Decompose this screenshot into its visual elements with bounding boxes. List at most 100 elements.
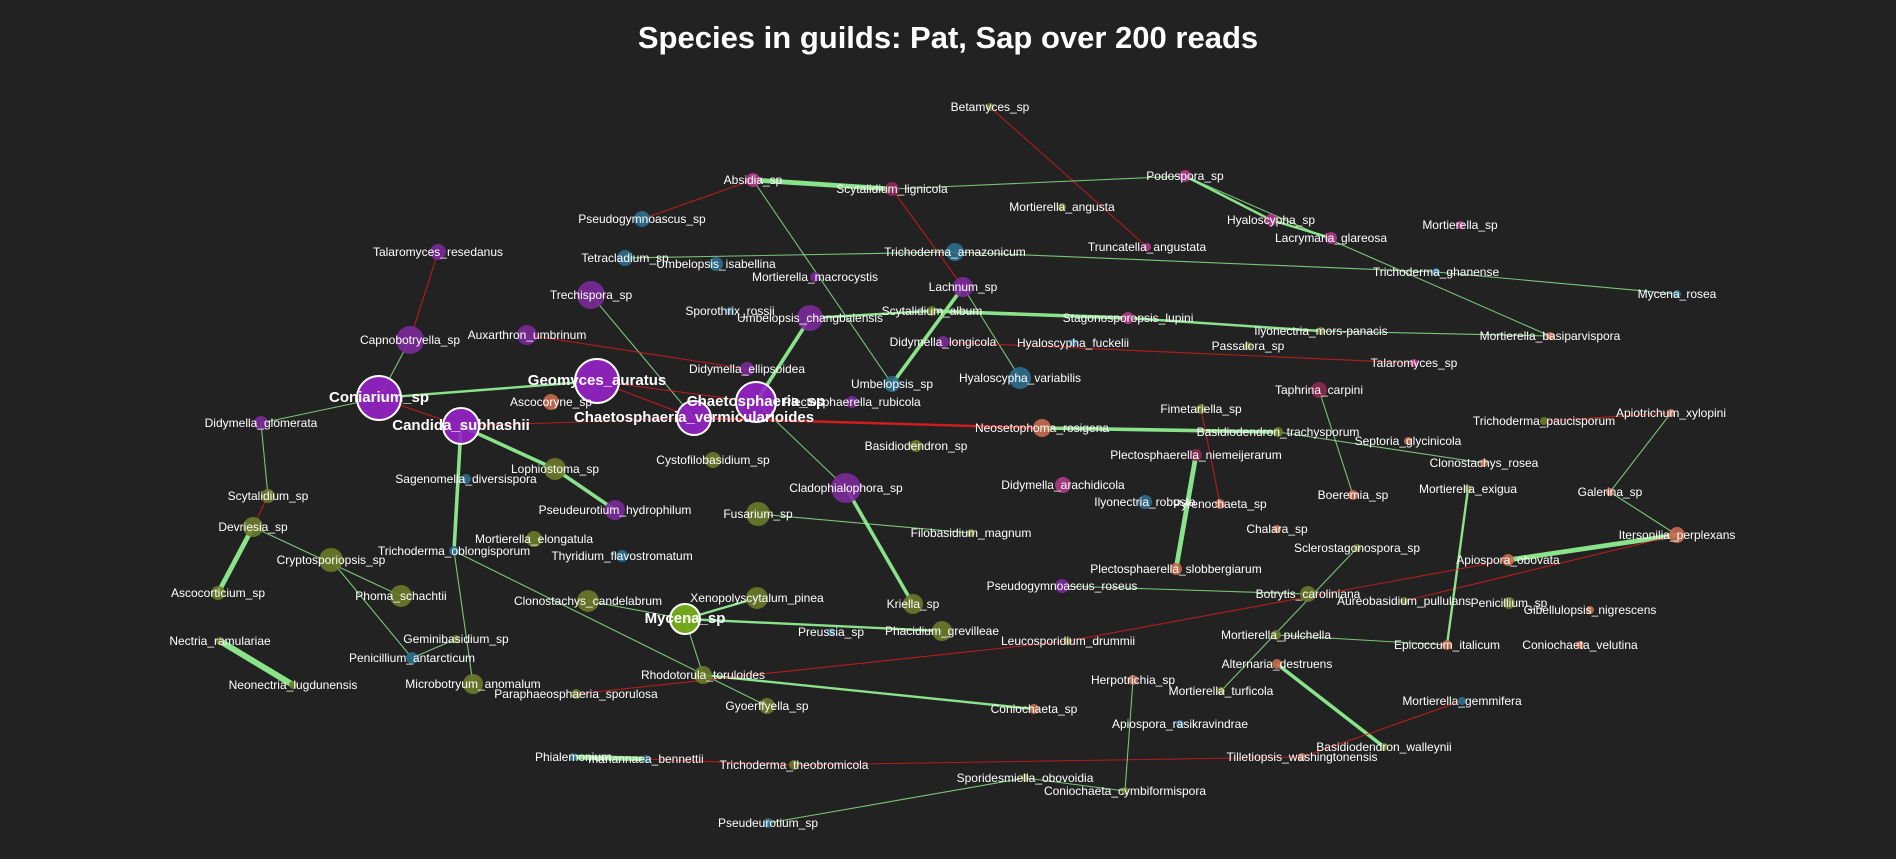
node-Umbelopsis_changbaiensis[interactable] — [797, 305, 823, 331]
node-Devriesia_sp[interactable] — [243, 517, 263, 537]
node-Hyaloscypha_variabilis[interactable] — [1009, 367, 1031, 389]
node-Neosetophoma_rosigena[interactable] — [1033, 419, 1051, 437]
node-Filobasidium_magnum[interactable] — [967, 529, 975, 537]
node-Cystofilobasidium_sp[interactable] — [705, 452, 721, 468]
node-Didymella_arachidicola[interactable] — [1055, 477, 1071, 493]
node-Chaetosphaeria_sp[interactable] — [735, 381, 777, 423]
node-Mortierella_pulchella[interactable] — [1271, 630, 1281, 640]
node-Coniarium_sp[interactable] — [356, 375, 402, 421]
node-Apiotrichum_xylopini[interactable] — [1667, 409, 1675, 417]
node-Galerina_sp[interactable] — [1606, 488, 1614, 496]
node-Scytalidium_sp[interactable] — [261, 489, 275, 503]
node-Kriella_sp[interactable] — [903, 594, 923, 614]
node-Didymella_ellipsoidea[interactable] — [740, 362, 754, 376]
node-Mortierella_sp[interactable] — [1456, 221, 1464, 229]
node-Hyaloscypha_sp[interactable] — [1265, 214, 1277, 226]
node-Leucosporidium_drummii[interactable] — [1064, 637, 1072, 645]
node-Penicillium_antarcticum[interactable] — [406, 652, 418, 664]
node-Pseudeurotium_hydrophilum[interactable] — [605, 500, 625, 520]
node-Tetracladium_sp[interactable] — [617, 250, 633, 266]
node-Coniochaeta_sp[interactable] — [1029, 704, 1039, 714]
node-Microbotryum_anomalum[interactable] — [463, 674, 483, 694]
node-Trichoderma_oblongisporum[interactable] — [449, 546, 459, 556]
node-Passalora_sp[interactable] — [1244, 342, 1252, 350]
node-Scytalidium_album[interactable] — [927, 306, 937, 316]
node-Basidiodendron_sp[interactable] — [910, 440, 922, 452]
node-Capnobotryella_sp[interactable] — [396, 326, 424, 354]
node-Gibellulopsis_nigrescens[interactable] — [1586, 606, 1594, 614]
node-Itersonilia_perplexans[interactable] — [1669, 527, 1685, 543]
node-Trichoderma_ghanense[interactable] — [1432, 268, 1440, 276]
node-Ilyonectria_mors_panacis[interactable] — [1317, 327, 1325, 335]
node-Fusarium_sp[interactable] — [746, 502, 770, 526]
node-Mortierella_gemmifera[interactable] — [1458, 697, 1466, 705]
node-Truncatella_angustata[interactable] — [1143, 243, 1151, 251]
node-Rhodotorula_toruloides[interactable] — [694, 666, 712, 684]
node-Mariannaea_bennettii[interactable] — [642, 755, 650, 763]
node-Pseudogymnoascus_roseus[interactable] — [1055, 579, 1069, 593]
node-Paraphaeosphaeria_sporulosa[interactable] — [571, 689, 581, 699]
node-Auxarthron_umbrinum[interactable] — [517, 325, 537, 345]
node-Lophiostoma_sp[interactable] — [544, 458, 566, 480]
node-Pseudogymnoascus_sp[interactable] — [634, 211, 650, 227]
node-Absidia_sp[interactable] — [746, 173, 760, 187]
node-Coniochaeta_cymbiformispora[interactable] — [1121, 787, 1129, 795]
node-Boeremia_sp[interactable] — [1348, 490, 1358, 500]
node-Ilyonectria_robusta[interactable] — [1138, 495, 1152, 509]
node-Sporothrix_rossii[interactable] — [726, 307, 734, 315]
node-Septoria_glycinicola[interactable] — [1404, 437, 1412, 445]
node-Phoma_schachtii[interactable] — [390, 585, 412, 607]
node-Plectosphaerella_slobbergiarum[interactable] — [1170, 563, 1182, 575]
node-Mortierella_turficola[interactable] — [1217, 687, 1225, 695]
node-Mortierella_basiparvispora[interactable] — [1546, 332, 1554, 340]
node-Talaromyces_resedanus[interactable] — [430, 244, 446, 260]
node-Umbelopsis_isabellina[interactable] — [709, 257, 723, 271]
node-Lachnum_sp[interactable] — [953, 277, 973, 297]
node-Gyoerffyella_sp[interactable] — [759, 698, 775, 714]
node-Didymella_glomerata[interactable] — [254, 416, 268, 430]
node-Plectosphaerella_niemeijerarum[interactable] — [1190, 449, 1202, 461]
node-Lacrymaria_glareosa[interactable] — [1325, 232, 1337, 244]
node-Chaetosphaeria_vermicularioides[interactable] — [676, 400, 712, 436]
node-Mycena_sp[interactable] — [669, 603, 701, 635]
node-Geminibasidium_sp[interactable] — [452, 635, 460, 643]
node-Trichoderma_amazonicum[interactable] — [946, 243, 964, 261]
node-Didymella_longicola[interactable] — [937, 336, 949, 348]
node-Neonectria_lugdunensis[interactable] — [289, 681, 297, 689]
node-Clonostachys_candelabrum[interactable] — [577, 590, 599, 612]
node-Umbelopsis_sp[interactable] — [884, 376, 900, 392]
node-Podospora_sp[interactable] — [1179, 170, 1191, 182]
node-Plectosphaerella_rubicola[interactable] — [846, 396, 858, 408]
node-Mortierella_exigua[interactable] — [1464, 485, 1472, 493]
node-Cryptosporiopsis_sp[interactable] — [319, 548, 343, 572]
node-Trichoderma_paucisporum[interactable] — [1540, 417, 1548, 425]
node-Tilletiopsis_washingtonensis[interactable] — [1298, 753, 1306, 761]
node-Ascocoryne_sp[interactable] — [543, 394, 559, 410]
node-Mortierella_elongatula[interactable] — [526, 531, 542, 547]
node-Pyrenochaeta_sp[interactable] — [1215, 499, 1225, 509]
node-Thyridium_flavostromatum[interactable] — [616, 550, 628, 562]
node-Mortierella_angusta[interactable] — [1058, 203, 1066, 211]
node-Hyaloscypha_fuckelii[interactable] — [1069, 339, 1077, 347]
node-Epicoccum_italicum[interactable] — [1442, 640, 1452, 650]
node-Aureobasidium_pullulans[interactable] — [1400, 597, 1408, 605]
node-Fimetariella_sp[interactable] — [1196, 404, 1206, 414]
node-Sporidesmiella_obovoidia[interactable] — [1021, 774, 1029, 782]
node-Trichoderma_theobromicola[interactable] — [789, 760, 799, 770]
node-Mortierella_macrocystis[interactable] — [810, 272, 820, 282]
node-Chalara_sp[interactable] — [1273, 525, 1281, 533]
node-Sclerostagonospora_sp[interactable] — [1353, 544, 1361, 552]
node-Ascocorticium_sp[interactable] — [211, 586, 225, 600]
node-Phacidium_grevilleae[interactable] — [932, 621, 952, 641]
node-Phialemonium[interactable] — [569, 753, 577, 761]
node-Clonostachys_rosea[interactable] — [1480, 459, 1488, 467]
node-Pseudeurotium_sp[interactable] — [763, 818, 773, 828]
node-Herpotrichia_sp[interactable] — [1128, 675, 1138, 685]
node-Alternaria_destruens[interactable] — [1272, 659, 1282, 669]
node-Trechispora_sp[interactable] — [577, 281, 605, 309]
node-Candida_subhashii[interactable] — [442, 407, 480, 445]
node-Nectria_ramulariae[interactable] — [216, 637, 224, 645]
node-Cladophialophora_sp[interactable] — [831, 473, 861, 503]
node-Botrytis_caroliniana[interactable] — [1300, 586, 1316, 602]
node-Sagenomella_diversispora[interactable] — [461, 474, 471, 484]
